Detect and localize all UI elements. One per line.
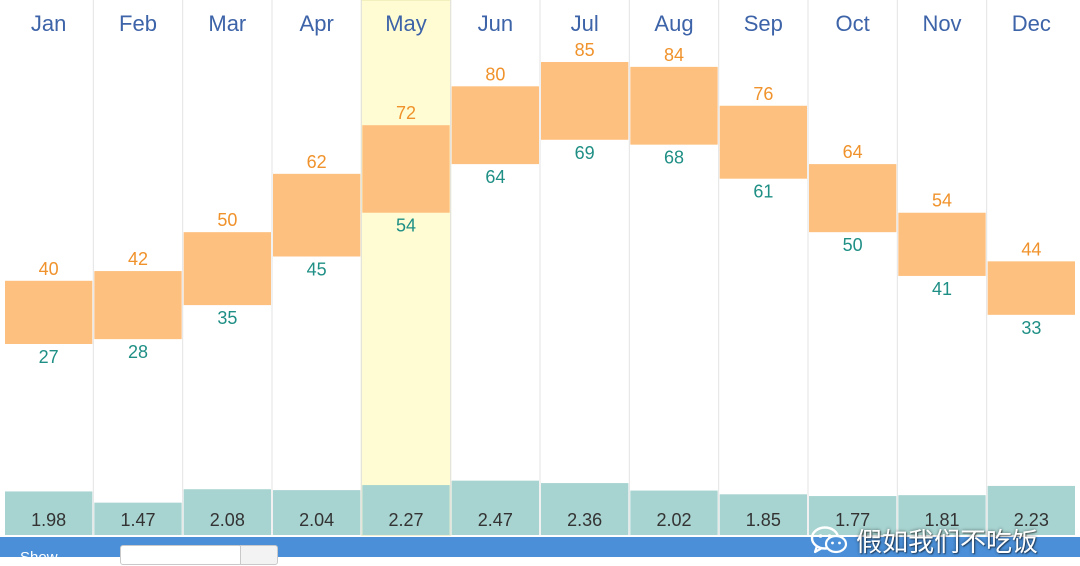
unit-select[interactable]	[120, 545, 242, 565]
precip-label: 2.08	[210, 510, 245, 530]
temp-range-bar-aug	[630, 66, 718, 145]
month-label-nov: Nov	[922, 11, 961, 36]
precip-label: 2.27	[388, 510, 423, 530]
high-temp-label: 40	[39, 259, 59, 279]
high-temp-label: 62	[307, 152, 327, 172]
month-label-may: May	[385, 11, 427, 36]
month-label-jan: Jan	[31, 11, 66, 36]
temp-range-bar-dec	[987, 261, 1075, 315]
low-temp-label: 45	[307, 259, 327, 279]
high-temp-label: 80	[485, 64, 505, 84]
month-label-jul: Jul	[571, 11, 599, 36]
precip-label: 1.81	[924, 510, 959, 530]
temp-range-bar-mar	[183, 232, 271, 306]
temp-range-bar-jan	[5, 280, 93, 344]
low-temp-label: 50	[843, 235, 863, 255]
month-label-feb: Feb	[119, 11, 157, 36]
month-label-sep: Sep	[744, 11, 783, 36]
precip-label: 1.47	[120, 510, 155, 530]
toolbar-label: Show ·	[20, 549, 67, 566]
watermark-text: 假如我们不吃饭	[856, 527, 1039, 558]
temp-range-bar-jul	[541, 62, 629, 140]
precip-label: 2.04	[299, 510, 334, 530]
high-temp-label: 72	[396, 103, 416, 123]
month-label-jun: Jun	[478, 11, 513, 36]
low-temp-label: 64	[485, 167, 505, 187]
low-temp-label: 69	[575, 143, 595, 163]
low-temp-label: 68	[664, 148, 684, 168]
precip-label: 2.47	[478, 510, 513, 530]
highlight-column-may	[360, 0, 452, 536]
high-temp-label: 50	[217, 210, 237, 230]
temp-range-bar-sep	[719, 105, 807, 179]
precip-bar-jul	[541, 483, 629, 535]
high-temp-label: 42	[128, 249, 148, 269]
precip-label: 1.77	[835, 510, 870, 530]
temp-range-bar-may	[362, 125, 450, 213]
temp-range-bar-feb	[94, 271, 182, 340]
precip-bar-mar	[183, 489, 271, 535]
precip-label: 2.23	[1014, 510, 1049, 530]
low-temp-label: 27	[39, 347, 59, 367]
month-label-dec: Dec	[1012, 11, 1051, 36]
month-label-apr: Apr	[300, 11, 334, 36]
precip-bar-jan	[5, 491, 93, 535]
low-temp-label: 41	[932, 279, 952, 299]
precip-bar-aug	[630, 490, 718, 535]
high-temp-label: 64	[843, 142, 863, 162]
temp-range-bar-oct	[809, 164, 897, 233]
low-temp-label: 33	[1021, 318, 1041, 338]
precip-bar-nov	[898, 495, 986, 535]
precip-label: 2.02	[656, 510, 691, 530]
high-temp-label: 85	[575, 40, 595, 60]
temp-range-bar-apr	[273, 173, 361, 257]
high-temp-label: 44	[1021, 239, 1041, 259]
high-temp-label: 84	[664, 45, 684, 65]
precip-label: 1.98	[31, 510, 66, 530]
unit-select-button[interactable]	[240, 545, 278, 565]
watermark: 假如我们不吃饭	[810, 523, 1039, 558]
precip-bar-feb	[94, 502, 182, 535]
low-temp-label: 61	[753, 182, 773, 202]
precip-bar-jun	[451, 480, 539, 535]
temp-range-bar-nov	[898, 212, 986, 276]
precip-label: 2.36	[567, 510, 602, 530]
low-temp-label: 54	[396, 216, 416, 236]
month-label-aug: Aug	[654, 11, 693, 36]
precip-bar-dec	[987, 485, 1075, 535]
wechat-icon	[810, 526, 848, 554]
precip-label: 1.85	[746, 510, 781, 530]
low-temp-label: 28	[128, 342, 148, 362]
precip-bar-sep	[719, 494, 807, 535]
high-temp-label: 54	[932, 191, 952, 211]
high-temp-label: 76	[753, 84, 773, 104]
precip-bar-apr	[273, 490, 361, 535]
month-label-oct: Oct	[836, 11, 870, 36]
precip-bar-may	[362, 485, 450, 535]
temp-range-bar-jun	[451, 86, 539, 165]
month-label-mar: Mar	[208, 11, 246, 36]
low-temp-label: 35	[217, 308, 237, 328]
